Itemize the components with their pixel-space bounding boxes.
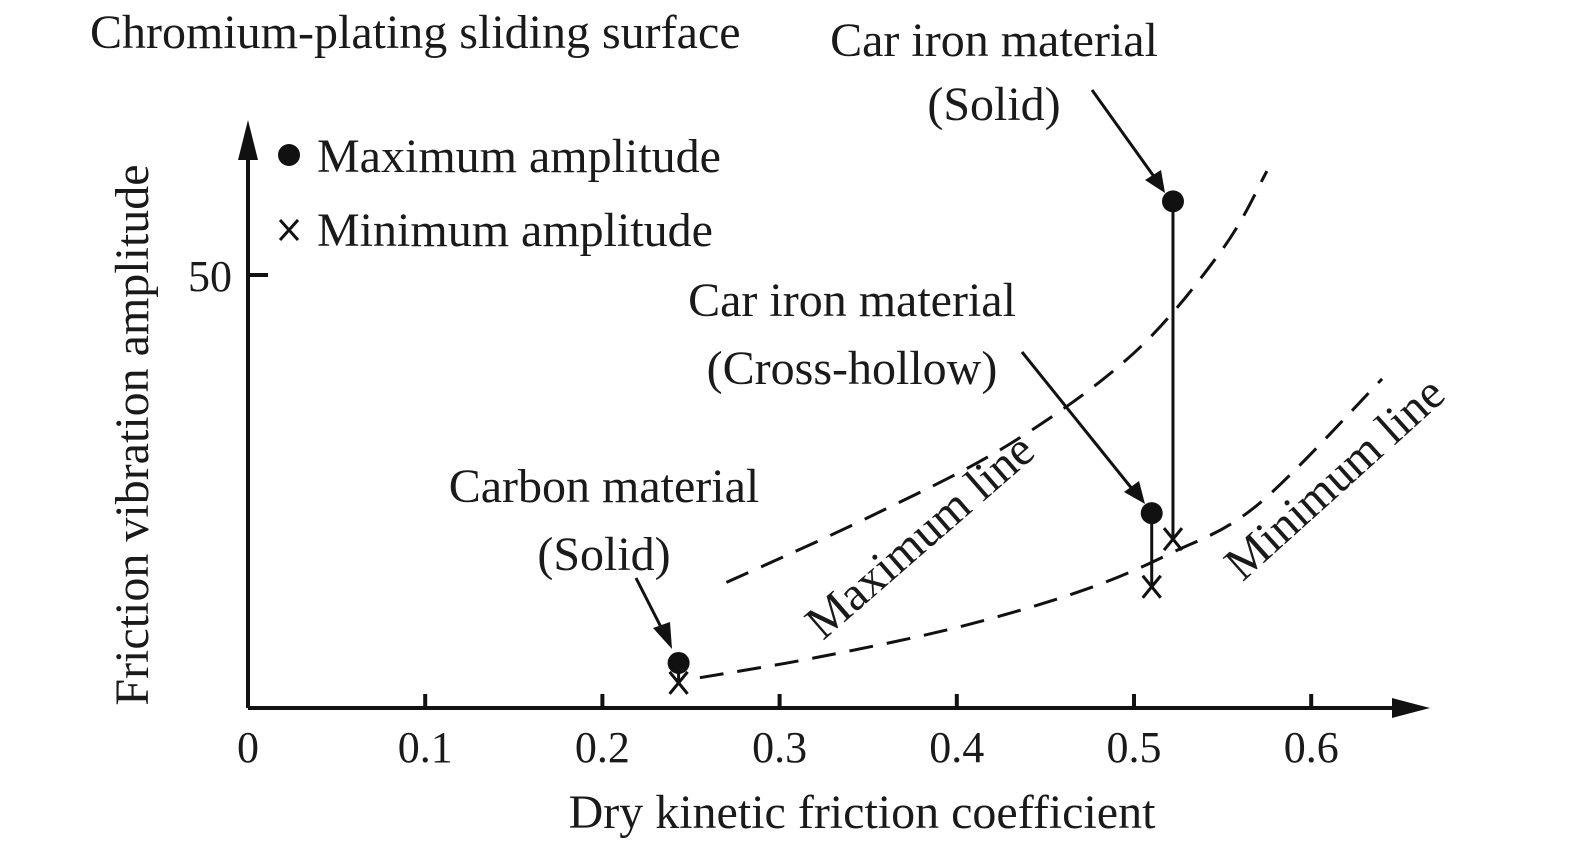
legend-min-label: Minimum amplitude (317, 204, 713, 257)
max-amplitude-point (1140, 502, 1163, 525)
min-amplitude-point (668, 670, 689, 695)
annotation-iron-solid-label: Car iron material (830, 14, 1158, 67)
x-tick-label: 0.6 (1284, 723, 1339, 772)
maximum-line (725, 170, 1269, 584)
x-ticks: 0 0.1 0.2 0.3 0.4 0.5 0.6 (237, 694, 1339, 772)
annotation-carbon-solid-arrowhead (653, 622, 672, 649)
minimum-line-label: Minimum line (1214, 366, 1455, 590)
curves (699, 170, 1384, 680)
x-axis-label: Dry kinetic friction coefficient (569, 786, 1157, 839)
x-tick-label: 0.1 (398, 723, 453, 772)
min-amplitude-point (1141, 574, 1162, 599)
legend-min-marker (278, 218, 300, 242)
max-amplitude-point (667, 651, 690, 674)
annotation-iron-cross-hollow: Car iron material (Cross-hollow) (688, 274, 1145, 504)
annotation-iron-solid-arrowhead (1145, 170, 1165, 193)
annotation-iron-cross-hollow-sub: (Cross-hollow) (707, 342, 998, 395)
max-amplitude-point (1161, 190, 1184, 213)
annotation-carbon-solid-label: Carbon material (449, 460, 760, 513)
annotation-iron-cross-hollow-label: Car iron material (688, 274, 1016, 327)
annotation-carbon-solid: Carbon material (Solid) (449, 460, 760, 649)
legend-max-label: Maximum amplitude (317, 130, 721, 183)
annotation-iron-cross-hollow-arrow (1020, 351, 1135, 491)
y-tick-label: 50 (188, 252, 232, 301)
legend: Maximum amplitude Minimum amplitude (278, 130, 721, 257)
x-tick-label: 0.4 (929, 723, 984, 772)
x-tick-label: 0 (237, 723, 259, 772)
min-amplitude-point (1162, 527, 1184, 552)
annotation-carbon-solid-sub: (Solid) (537, 528, 670, 581)
annotation-iron-solid: Car iron material (Solid) (830, 14, 1165, 193)
x-axis-arrow (1392, 698, 1430, 718)
x-tick-label: 0.2 (575, 723, 630, 772)
legend-max-marker (278, 144, 300, 166)
y-ticks: 50 (188, 252, 268, 301)
minimum-line (699, 377, 1384, 680)
x-tick-label: 0.5 (1107, 723, 1162, 772)
annotation-iron-cross-hollow-arrowhead (1124, 481, 1145, 504)
x-tick-label: 0.3 (752, 723, 807, 772)
annotation-iron-solid-arrow (1090, 89, 1157, 179)
chart-title: Chromium-plating sliding surface (90, 6, 741, 59)
y-axis-arrow (238, 120, 258, 160)
annotation-iron-solid-sub: (Solid) (927, 78, 1060, 131)
markers (667, 190, 1184, 695)
y-axis-label: Friction vibration amplitude (106, 164, 159, 705)
